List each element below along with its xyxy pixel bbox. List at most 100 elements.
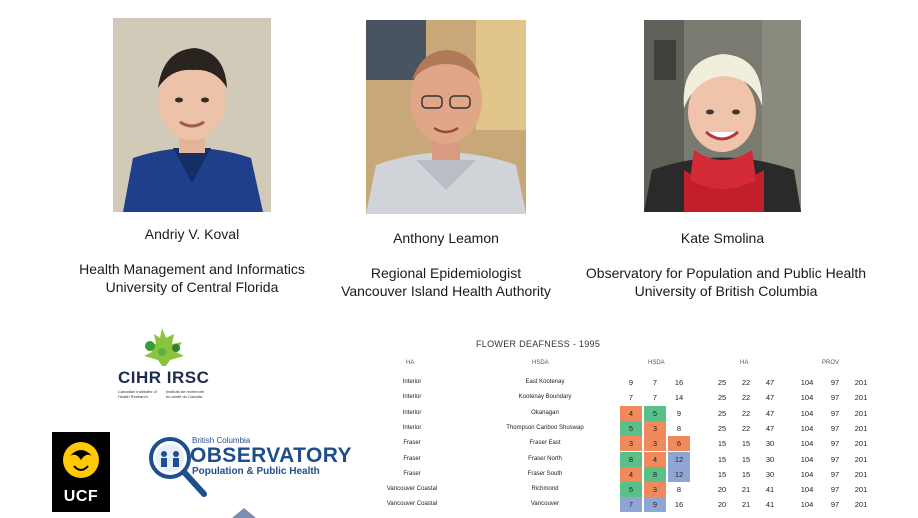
photo-andriy-koval [113,18,271,212]
cell-prov-value: 201 [854,439,868,449]
cell-hsda-value: 6 [668,436,690,452]
cell-hsda-value: 12 [668,451,690,467]
person-affiliation: Health Management and Informatics Univer… [60,260,324,296]
header-ha: HA [406,360,415,366]
cell-ha-value: 22 [741,408,751,418]
cell-prov-value: 201 [854,454,868,464]
cell-ha-value: 20 [717,500,727,510]
cell-ha-value: 47 [765,423,775,433]
cell-prov-value: 97 [830,378,840,387]
table-row: Fraser Fraser South 4 8 12 15 15 30 104 97 201 [360,466,918,482]
table-row: Vancouver Coastal Vancouver 7 9 16 20 21 41 104 9… [360,497,918,513]
cell-ha-value: 15 [717,439,727,449]
header-hsda: HSDA [532,360,549,366]
cell-prov-value: 97 [830,393,840,403]
cell-prov-value: 201 [854,423,868,433]
photo-kate-smolina [644,20,801,212]
cell-prov-value: 201 [854,469,868,479]
cell-hsda-value: 4 [620,466,642,482]
cell-prov-value: 97 [830,500,840,510]
cell-prov-value: 97 [830,423,840,433]
person-affiliation: Observatory for Population and Public He… [576,264,876,300]
cell-ha-value: 15 [717,454,727,464]
cihr-wordmark: CIHR IRSC [118,368,210,387]
cell-hsda-value: 12 [668,466,690,482]
cell-prov-value: 201 [854,393,868,403]
partial-logo-shape [232,508,256,518]
cihr-french-line: Instituts de recherche [166,389,205,394]
cell-ha-value: 30 [765,469,775,479]
observatory-province: British Columbia [192,436,251,445]
cell-hsda: Kootenay Boundary [518,394,572,401]
cell-hsda-value: 3 [620,436,642,452]
ucf-wordmark: UCF [63,488,99,505]
cell-ha-value: 22 [741,393,751,403]
cell-hsda-value: 16 [668,497,690,513]
cell-prov-value: 104 [800,439,814,449]
cell-hsda-value: 7 [620,497,642,513]
cell-prov-value: 97 [830,408,840,418]
portrait-image [366,20,526,214]
cell-hsda: Fraser South [527,470,563,477]
cell-hsda-value: 8 [668,420,690,436]
cell-prov-value: 104 [800,469,814,479]
cell-hsda: Fraser East [529,440,561,447]
cell-ha-value: 25 [717,393,727,403]
cell-ha-value: 22 [741,378,751,387]
cell-ha-value: 30 [765,454,775,464]
ucf-logo: UCF [52,432,110,512]
cell-prov-value: 104 [800,393,814,403]
cell-hsda: East Kootenay [525,379,565,385]
cell-hsda: Fraser North [528,455,562,462]
affiliation-line: University of Central Florida [105,279,279,295]
table-row: Fraser Fraser North 8 4 12 15 15 30 104 97 201 [360,451,918,467]
cell-ha-value: 21 [741,485,751,495]
portrait-image [644,20,801,212]
cell-hsda-value: 14 [668,390,690,406]
cell-hsda-value: 3 [644,420,666,436]
cell-prov-value: 104 [800,423,814,433]
cell-prov-value: 201 [854,378,868,387]
cihr-french-line: en santé du Canada [166,394,203,399]
cell-prov-value: 97 [830,469,840,479]
table-row: Interior Okanagan 4 5 9 25 22 47 104 97 201 [360,405,918,421]
cell-hsda-value: 3 [644,436,666,452]
cell-hsda-value: 7 [644,375,666,390]
cell-prov-value: 97 [830,439,840,449]
table-title: FLOWER DEAFNESS - 1995 [476,339,601,349]
cell-hsda-value: 16 [668,375,690,390]
cell-prov-value: 201 [854,485,868,495]
cell-hsda: Okanagan [531,409,559,416]
table-row: Interior Thompson Cariboo Shuswap 5 3 8 25 22 4… [360,420,918,436]
cell-ha: Interior [402,424,422,431]
portrait-image [113,18,271,212]
cell-hsda: Richmond [531,486,559,493]
cell-prov-value: 104 [800,378,814,387]
cell-prov-value: 104 [800,454,814,464]
cell-ha-value: 41 [765,500,775,510]
affiliation-line: Regional Epidemiologist [370,265,522,281]
cihr-maple-leaf-icon [144,328,184,366]
cell-ha: Fraser [403,470,421,477]
cell-ha-value: 25 [717,378,727,387]
person-name: Anthony Leamon [393,230,499,246]
affiliation-line: University of British Columbia [634,283,818,299]
cell-ha-value: 41 [765,485,775,495]
cell-hsda: Vancouver [530,501,560,508]
cihr-english: Canadian Institutes of Health Research [118,389,157,399]
observatory-title: OBSERVATORY [190,444,352,467]
cell-prov-value: 97 [830,485,840,495]
cell-ha: Vancouver Coastal [386,486,438,493]
table-row: Interior Kootenay Boundary 7 7 14 25 22 47 104 97… [360,390,918,406]
cell-prov-value: 104 [800,500,814,510]
cell-ha: Interior [402,409,422,416]
cell-ha-value: 15 [717,469,727,479]
cell-prov-value: 201 [854,500,868,510]
cell-ha-value: 25 [717,423,727,433]
observatory-subtitle: Population & Public Health [192,466,320,477]
cihr-english-line: Canadian Institutes of [118,389,157,394]
cell-ha-value: 30 [765,439,775,449]
person-name: Andriy V. Koval [144,226,240,242]
cell-hsda-value: 9 [620,375,642,390]
cell-hsda: Thompson Cariboo Shuswap [506,424,584,431]
